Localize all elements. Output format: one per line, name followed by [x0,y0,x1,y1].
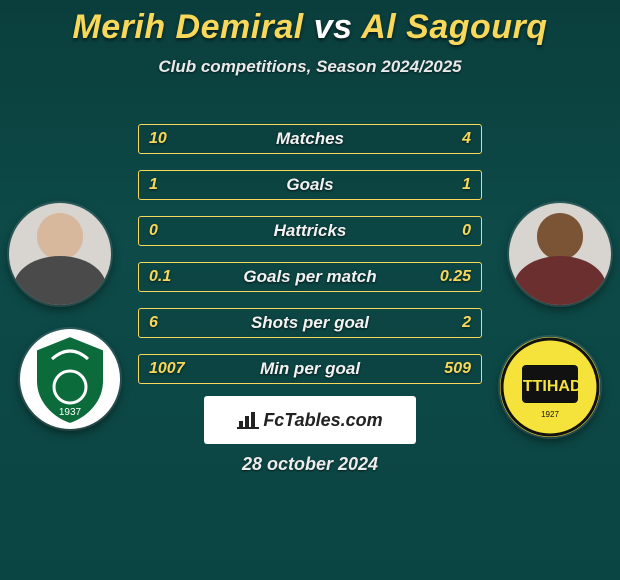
date-label: 28 october 2024 [0,454,620,475]
stat-right-value: 1 [419,176,481,194]
svg-text:1937: 1937 [59,407,82,418]
stat-label: Min per goal [201,359,419,379]
stat-row: 6 Shots per goal 2 [138,308,482,338]
subtitle: Club competitions, Season 2024/2025 [0,57,620,77]
stat-row: 10 Matches 4 [138,124,482,154]
svg-text:ITTIHAD: ITTIHAD [518,378,581,395]
person-icon [509,203,611,305]
title-player1: Merih Demiral [72,8,303,46]
player2-avatar [509,203,611,305]
stat-left-value: 6 [139,314,201,332]
person-icon [9,203,111,305]
branding-text: FcTables.com [263,410,382,431]
stat-left-value: 0 [139,222,201,240]
stat-right-value: 0.25 [419,268,481,286]
stat-right-value: 4 [419,130,481,148]
svg-text:1927: 1927 [541,410,559,419]
stat-label: Shots per goal [201,313,419,333]
stat-label: Matches [201,129,419,149]
stat-row: 1007 Min per goal 509 [138,354,482,384]
stat-right-value: 509 [419,360,481,378]
bar-chart-icon [237,411,259,429]
stat-label: Hattricks [201,221,419,241]
comparison-card: Merih Demiral vs Al Sagourq Club competi… [0,0,620,580]
stat-right-value: 2 [419,314,481,332]
player1-club-badge: 1937 [20,329,120,429]
player1-avatar [9,203,111,305]
player2-club-badge: ITTIHAD 1927 [500,337,600,437]
stat-label: Goals [201,175,419,195]
stat-row: 0.1 Goals per match 0.25 [138,262,482,292]
stat-row: 1 Goals 1 [138,170,482,200]
stat-label: Goals per match [201,267,419,287]
shield-icon: ITTIHAD 1927 [500,337,600,437]
stat-left-value: 1 [139,176,201,194]
branding-link[interactable]: FcTables.com [204,396,416,444]
stat-left-value: 10 [139,130,201,148]
stat-row: 0 Hattricks 0 [138,216,482,246]
shield-icon: 1937 [20,329,120,429]
stat-right-value: 0 [419,222,481,240]
page-title: Merih Demiral vs Al Sagourq [0,0,620,47]
title-player2: Al Sagourq [361,8,547,46]
stat-left-value: 0.1 [139,268,201,286]
stats-table: 10 Matches 4 1 Goals 1 0 Hattricks 0 0.1… [138,124,482,400]
stat-left-value: 1007 [139,360,201,378]
title-vs: vs [314,8,353,46]
